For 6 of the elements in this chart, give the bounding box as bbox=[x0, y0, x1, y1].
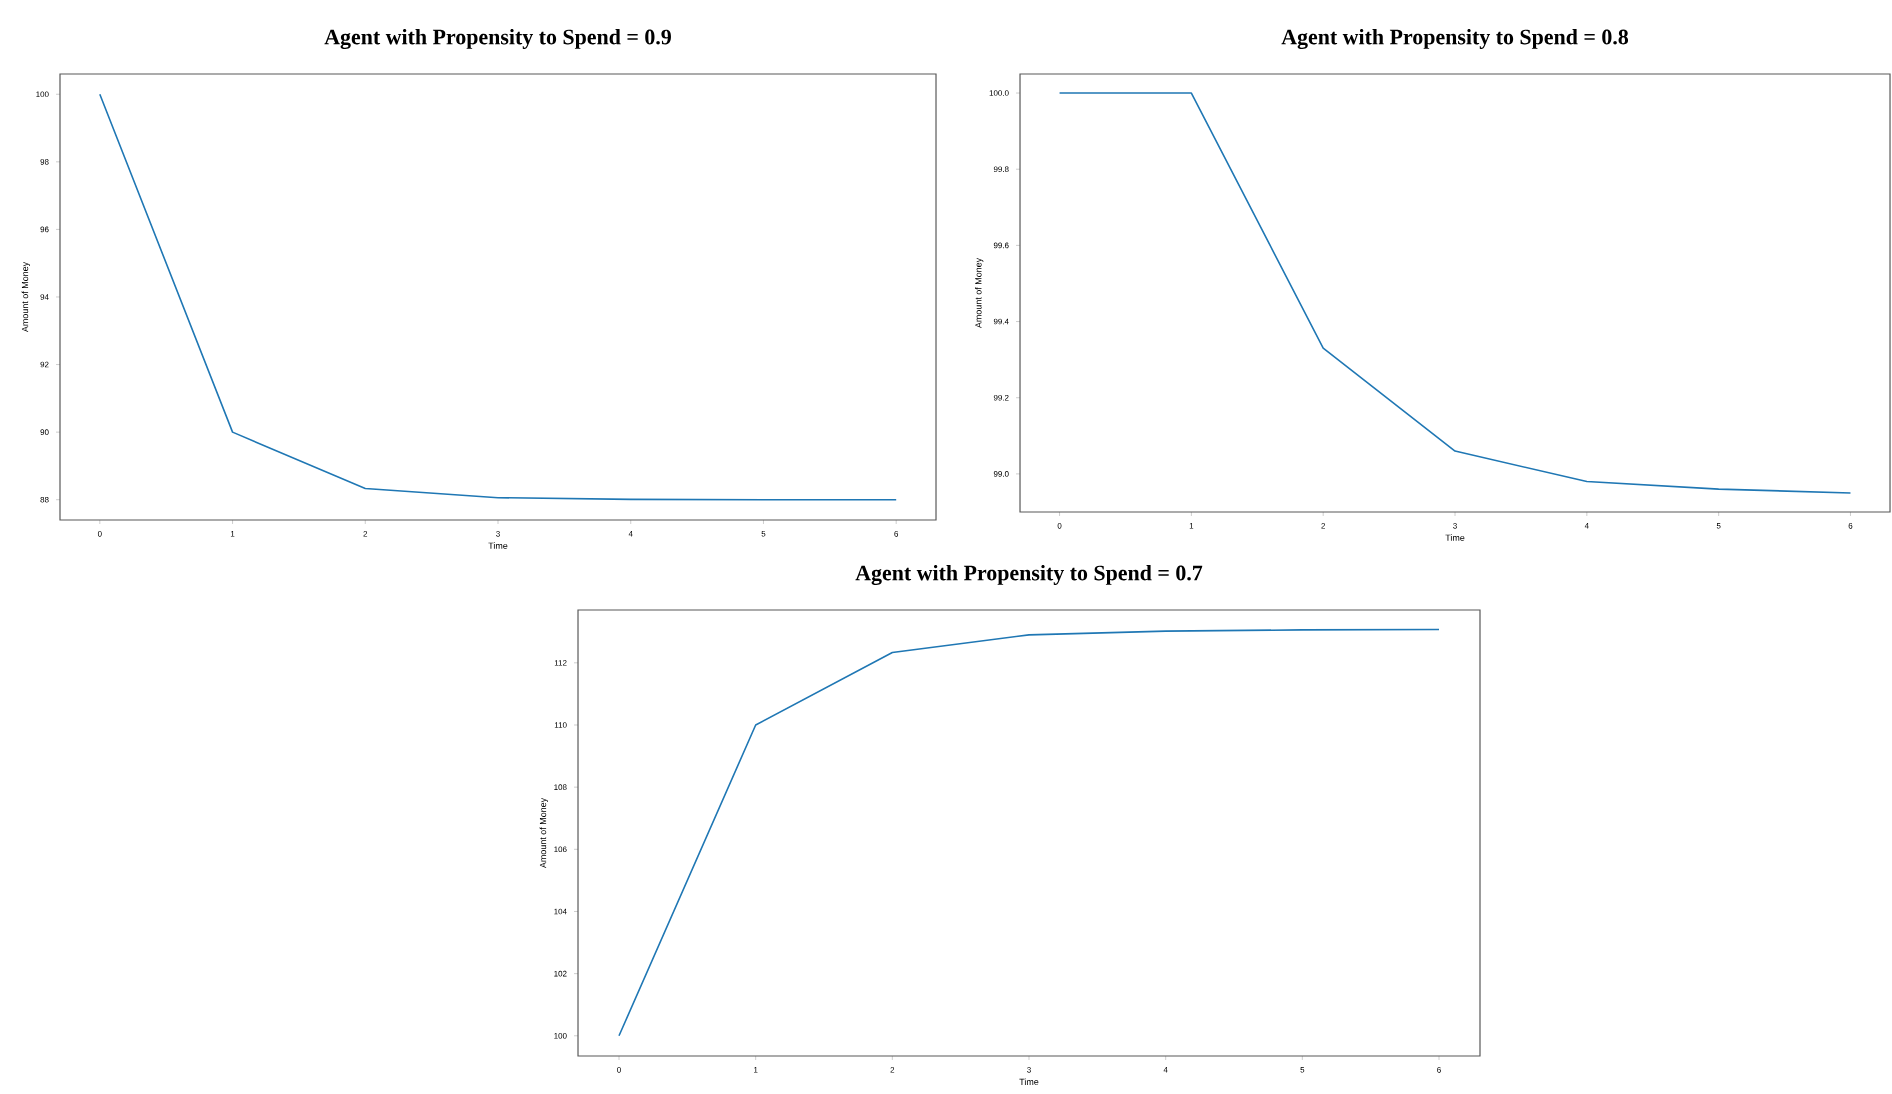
line-series bbox=[99, 93, 897, 501]
chart-title: Agent with Propensity to Spend = 0.9 bbox=[324, 28, 671, 50]
line-series bbox=[618, 628, 1440, 1037]
chart-title: Agent with Propensity to Spend = 0.7 bbox=[855, 565, 1203, 586]
chart-title: Agent with Propensity to Spend = 0.8 bbox=[1281, 28, 1629, 50]
line-series bbox=[1058, 92, 1852, 494]
